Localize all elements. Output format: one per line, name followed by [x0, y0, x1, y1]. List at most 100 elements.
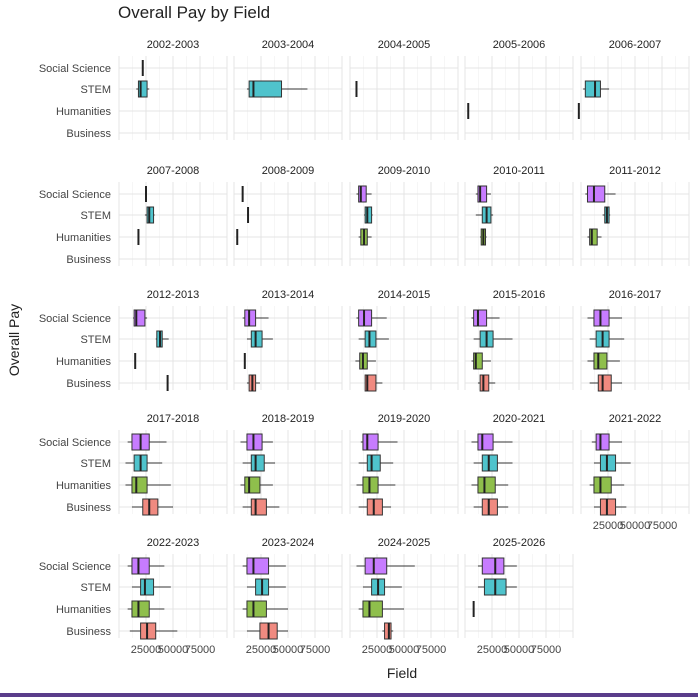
x-tick-label: 50000 — [273, 644, 304, 656]
facet-panel-2020-2021: 2020-2021 — [464, 413, 574, 516]
x-tick-label: 25000 — [477, 644, 508, 656]
facet-strip-label: 2004-2005 — [378, 39, 431, 51]
y-tick-label-stem: STEM — [80, 334, 111, 346]
box-business — [473, 498, 509, 516]
box-humanities — [480, 228, 487, 246]
facet-strip-label: 2008-2009 — [262, 165, 315, 177]
facet-panel-2014-2015: 2014-2015 — [349, 289, 459, 392]
box-body — [133, 309, 146, 327]
box-social-science — [585, 185, 616, 203]
box-body — [244, 309, 257, 327]
box-body — [593, 352, 608, 370]
box-stem — [364, 206, 373, 224]
x-axis-label: Field — [387, 665, 417, 681]
box-humanities — [356, 476, 396, 494]
box-social-science — [591, 433, 623, 451]
box-stem — [475, 206, 494, 224]
x-tick-label: 25000 — [246, 644, 277, 656]
box-body — [593, 476, 612, 494]
box-humanities — [355, 352, 376, 370]
facet-grid: Social Science STEM Humanities Business Soci… — [39, 39, 690, 656]
box-humanities — [240, 476, 273, 494]
y-tick-label-business: Business — [66, 128, 111, 140]
y-tick-label-social-science: Social Science — [39, 437, 111, 449]
facet-strip-label: 2017-2018 — [147, 413, 200, 425]
y-tick-label-business: Business — [66, 626, 111, 638]
facet-strip-label: 2013-2014 — [262, 289, 315, 301]
box-humanities — [358, 600, 404, 618]
box-body — [358, 185, 367, 203]
box-business — [382, 622, 394, 640]
y-tick-label-humanities: Humanities — [56, 232, 112, 244]
box-stem — [125, 454, 163, 472]
window-bottom-border — [0, 693, 698, 697]
x-tick-label: 25000 — [131, 644, 162, 656]
box-body — [131, 600, 150, 618]
box-humanities — [587, 228, 602, 246]
box-body — [477, 433, 494, 451]
box-body — [589, 228, 598, 246]
y-tick-label-humanities: Humanities — [56, 356, 112, 368]
box-stem — [473, 454, 513, 472]
facet-strip-label: 2007-2008 — [147, 165, 200, 177]
box-body — [364, 206, 373, 224]
box-stem — [131, 578, 171, 596]
x-tick-label: 50000 — [504, 644, 535, 656]
box-body — [362, 600, 383, 618]
facet-strip-label: 2024-2025 — [378, 537, 431, 549]
facet-strip-label: 2006-2007 — [609, 39, 662, 51]
box-body — [250, 330, 263, 348]
facet-panel-2011-2012: 2011-2012 — [580, 165, 690, 266]
box-body — [481, 557, 505, 575]
box-body — [140, 622, 157, 640]
facet-strip-label: 2012-2013 — [147, 289, 200, 301]
box-business — [477, 374, 496, 392]
box-stem — [593, 454, 631, 472]
box-stem — [144, 206, 155, 224]
facet-panel-2012-2013: 2012-2013 — [118, 289, 228, 391]
x-tick-label: 25000 — [593, 520, 624, 532]
box-stem — [473, 330, 513, 348]
box-business — [131, 498, 173, 516]
box-body — [140, 578, 155, 596]
facet-panel-2002-2003: 2002-2003 — [118, 39, 228, 140]
box-body — [366, 498, 383, 516]
facet-strip-label: 2023-2024 — [262, 537, 315, 549]
facet-strip-label: 2011-2012 — [609, 165, 661, 177]
box-body — [481, 498, 498, 516]
box-stem — [602, 206, 611, 224]
box-stem — [362, 578, 402, 596]
box-body — [586, 185, 606, 203]
box-stem — [246, 578, 286, 596]
y-tick-label-stem: STEM — [80, 84, 111, 96]
x-tick-label: 75000 — [531, 644, 562, 656]
box-body — [246, 600, 267, 618]
box-social-science — [242, 557, 286, 575]
box-body — [584, 80, 601, 98]
box-humanities — [471, 352, 491, 370]
box-social-science — [471, 433, 513, 451]
box-business — [246, 374, 260, 392]
y-tick-label-social-science: Social Science — [39, 561, 111, 573]
box-humanities — [127, 600, 165, 618]
box-body — [597, 374, 612, 392]
y-tick-label-business: Business — [66, 254, 111, 266]
box-stem — [155, 330, 169, 348]
box-body — [384, 622, 392, 640]
box-body — [137, 80, 148, 98]
box-body — [358, 309, 373, 327]
y-tick-label-humanities: Humanities — [56, 604, 112, 616]
box-social-science — [477, 557, 517, 575]
box-body — [362, 433, 379, 451]
box-humanities — [587, 352, 620, 370]
facet-strip-label: 2016-2017 — [609, 289, 662, 301]
facet-panel-2003-2004: 2003-2004 — [233, 39, 343, 140]
x-tick-label: 25000 — [362, 644, 393, 656]
box-body — [599, 454, 617, 472]
facet-panel-2017-2018: 2017-2018 — [118, 413, 228, 516]
x-tick-label: 50000 — [158, 644, 189, 656]
facet-strip-label: 2021-2022 — [609, 413, 662, 425]
